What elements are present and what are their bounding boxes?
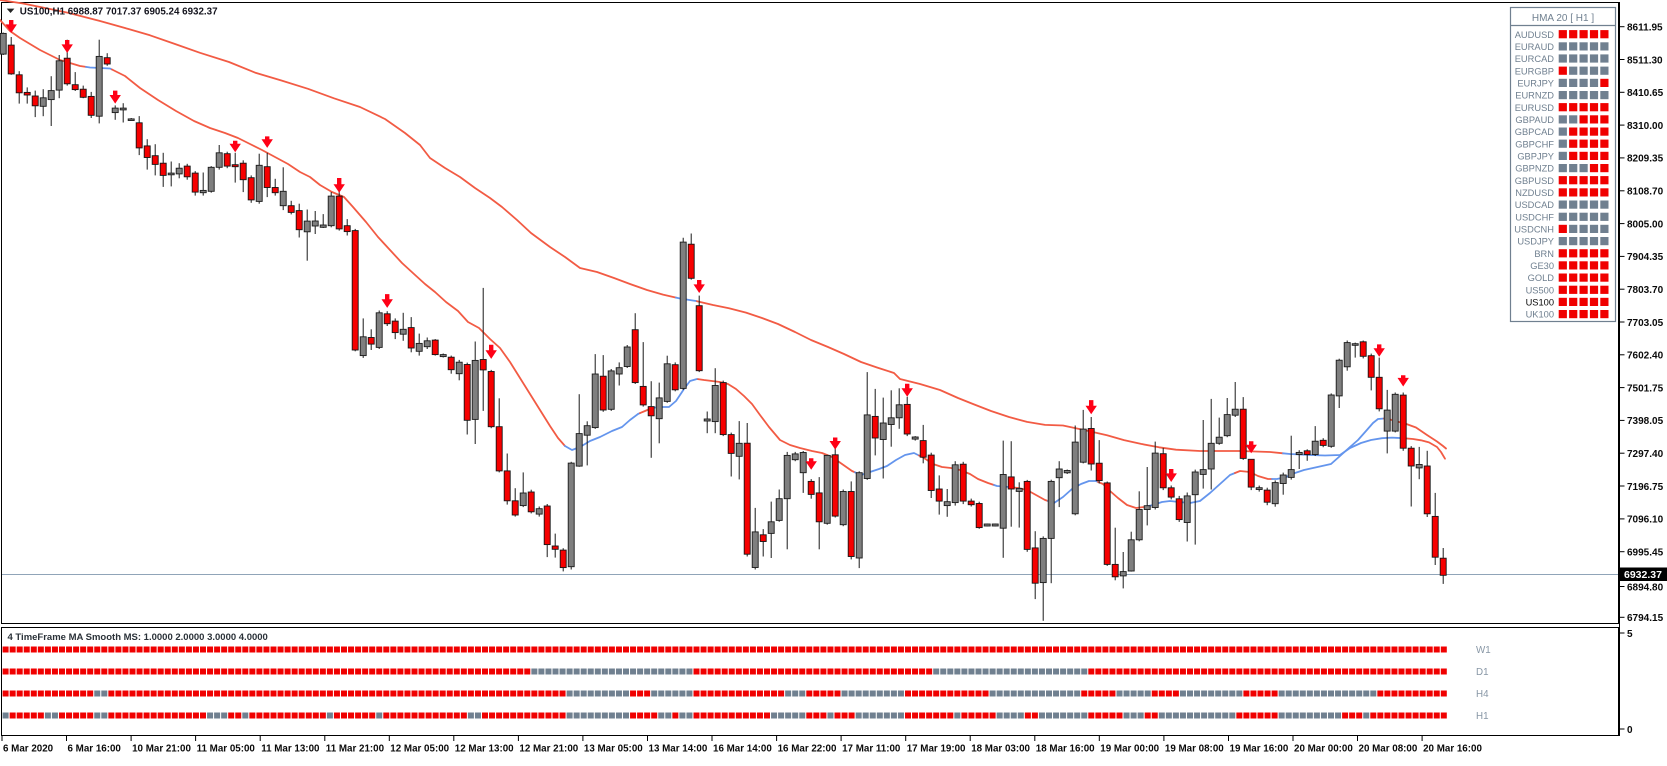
svg-text:US100,H1 6988.87 7017.37 6905: US100,H1 6988.87 7017.37 6905.24 6932.37 [20, 6, 218, 17]
svg-text:GBPUSD: GBPUSD [1515, 176, 1555, 186]
svg-text:NZDUSD: NZDUSD [1515, 188, 1554, 198]
svg-text:5: 5 [1627, 629, 1633, 640]
svg-text:6932.37: 6932.37 [1624, 569, 1662, 581]
svg-text:12 Mar 21:00: 12 Mar 21:00 [519, 744, 578, 755]
svg-text:H1: H1 [1476, 711, 1489, 722]
svg-text:UK100: UK100 [1526, 310, 1554, 320]
svg-text:8005.00: 8005.00 [1627, 219, 1664, 230]
svg-text:18 Mar 03:00: 18 Mar 03:00 [971, 744, 1030, 755]
svg-text:7297.40: 7297.40 [1627, 449, 1664, 460]
svg-text:13 Mar 14:00: 13 Mar 14:00 [649, 744, 708, 755]
svg-text:EURAUD: EURAUD [1515, 42, 1555, 52]
svg-text:6 Mar 2020: 6 Mar 2020 [3, 744, 54, 755]
svg-text:USDCNH: USDCNH [1514, 225, 1554, 235]
svg-text:19 Mar 08:00: 19 Mar 08:00 [1165, 744, 1224, 755]
svg-text:20 Mar 08:00: 20 Mar 08:00 [1359, 744, 1418, 755]
svg-text:8310.00: 8310.00 [1627, 121, 1664, 132]
svg-text:12 Mar 05:00: 12 Mar 05:00 [390, 744, 449, 755]
svg-text:16 Mar 14:00: 16 Mar 14:00 [713, 744, 772, 755]
svg-text:W1: W1 [1476, 645, 1491, 656]
svg-text:US500: US500 [1526, 285, 1554, 295]
svg-text:8209.35: 8209.35 [1627, 154, 1664, 165]
svg-text:20 Mar 00:00: 20 Mar 00:00 [1294, 744, 1353, 755]
svg-text:H4: H4 [1476, 689, 1489, 700]
svg-text:17 Mar 19:00: 17 Mar 19:00 [907, 744, 966, 755]
svg-text:19 Mar 00:00: 19 Mar 00:00 [1100, 744, 1159, 755]
svg-text:7602.40: 7602.40 [1627, 351, 1664, 362]
svg-text:7096.10: 7096.10 [1627, 515, 1664, 526]
svg-text:13 Mar 05:00: 13 Mar 05:00 [584, 744, 643, 755]
svg-text:8410.65: 8410.65 [1627, 88, 1664, 99]
svg-text:7501.75: 7501.75 [1627, 383, 1664, 394]
svg-text:7196.75: 7196.75 [1627, 482, 1664, 493]
svg-text:US100: US100 [1526, 298, 1554, 308]
svg-text:8511.30: 8511.30 [1627, 55, 1663, 66]
svg-text:6995.45: 6995.45 [1627, 548, 1664, 559]
svg-text:20 Mar 16:00: 20 Mar 16:00 [1423, 744, 1482, 755]
svg-text:7703.05: 7703.05 [1627, 318, 1664, 329]
svg-text:4 TimeFrame MA Smooth MS: 1.0: 4 TimeFrame MA Smooth MS: 1.0000 2.0000 … [8, 632, 268, 643]
svg-text:7904.35: 7904.35 [1627, 252, 1664, 263]
svg-text:EURJPY: EURJPY [1517, 79, 1554, 89]
svg-text:GBPCAD: GBPCAD [1515, 127, 1555, 137]
svg-text:7803.70: 7803.70 [1627, 285, 1664, 296]
svg-text:D1: D1 [1476, 667, 1489, 678]
svg-text:HMA 20 [ H1 ]: HMA 20 [ H1 ] [1532, 13, 1594, 24]
svg-text:17 Mar 11:00: 17 Mar 11:00 [842, 744, 901, 755]
svg-text:11 Mar 05:00: 11 Mar 05:00 [197, 744, 256, 755]
svg-text:7398.05: 7398.05 [1627, 416, 1664, 427]
svg-text:EURUSD: EURUSD [1515, 103, 1555, 113]
svg-text:10 Mar 21:00: 10 Mar 21:00 [132, 744, 191, 755]
svg-text:EURNZD: EURNZD [1515, 91, 1554, 101]
svg-text:19 Mar 16:00: 19 Mar 16:00 [1230, 744, 1289, 755]
svg-text:12 Mar 13:00: 12 Mar 13:00 [455, 744, 514, 755]
svg-text:USDCAD: USDCAD [1515, 200, 1555, 210]
svg-text:6794.15: 6794.15 [1627, 613, 1664, 624]
svg-text:USDCHF: USDCHF [1515, 212, 1554, 222]
svg-text:16 Mar 22:00: 16 Mar 22:00 [778, 744, 837, 755]
svg-text:6 Mar 16:00: 6 Mar 16:00 [68, 744, 122, 755]
svg-text:BRN: BRN [1534, 249, 1554, 259]
svg-text:GBPJPY: GBPJPY [1517, 152, 1554, 162]
svg-text:EURCAD: EURCAD [1515, 54, 1555, 64]
svg-text:8108.70: 8108.70 [1627, 187, 1664, 198]
svg-text:18 Mar 16:00: 18 Mar 16:00 [1036, 744, 1095, 755]
svg-text:GE30: GE30 [1530, 261, 1554, 271]
svg-text:6894.80: 6894.80 [1627, 582, 1664, 593]
svg-text:11 Mar 13:00: 11 Mar 13:00 [261, 744, 320, 755]
svg-text:GBPNZD: GBPNZD [1515, 164, 1554, 174]
svg-text:GOLD: GOLD [1528, 273, 1555, 283]
svg-text:EURGBP: EURGBP [1515, 66, 1554, 76]
svg-text:0: 0 [1627, 725, 1633, 736]
svg-text:11 Mar 21:00: 11 Mar 21:00 [326, 744, 385, 755]
svg-text:USDJPY: USDJPY [1517, 237, 1554, 247]
svg-text:8611.95: 8611.95 [1627, 23, 1663, 34]
svg-text:GBPAUD: GBPAUD [1515, 115, 1554, 125]
svg-text:AUDUSD: AUDUSD [1515, 30, 1555, 40]
svg-text:GBPCHF: GBPCHF [1515, 139, 1554, 149]
